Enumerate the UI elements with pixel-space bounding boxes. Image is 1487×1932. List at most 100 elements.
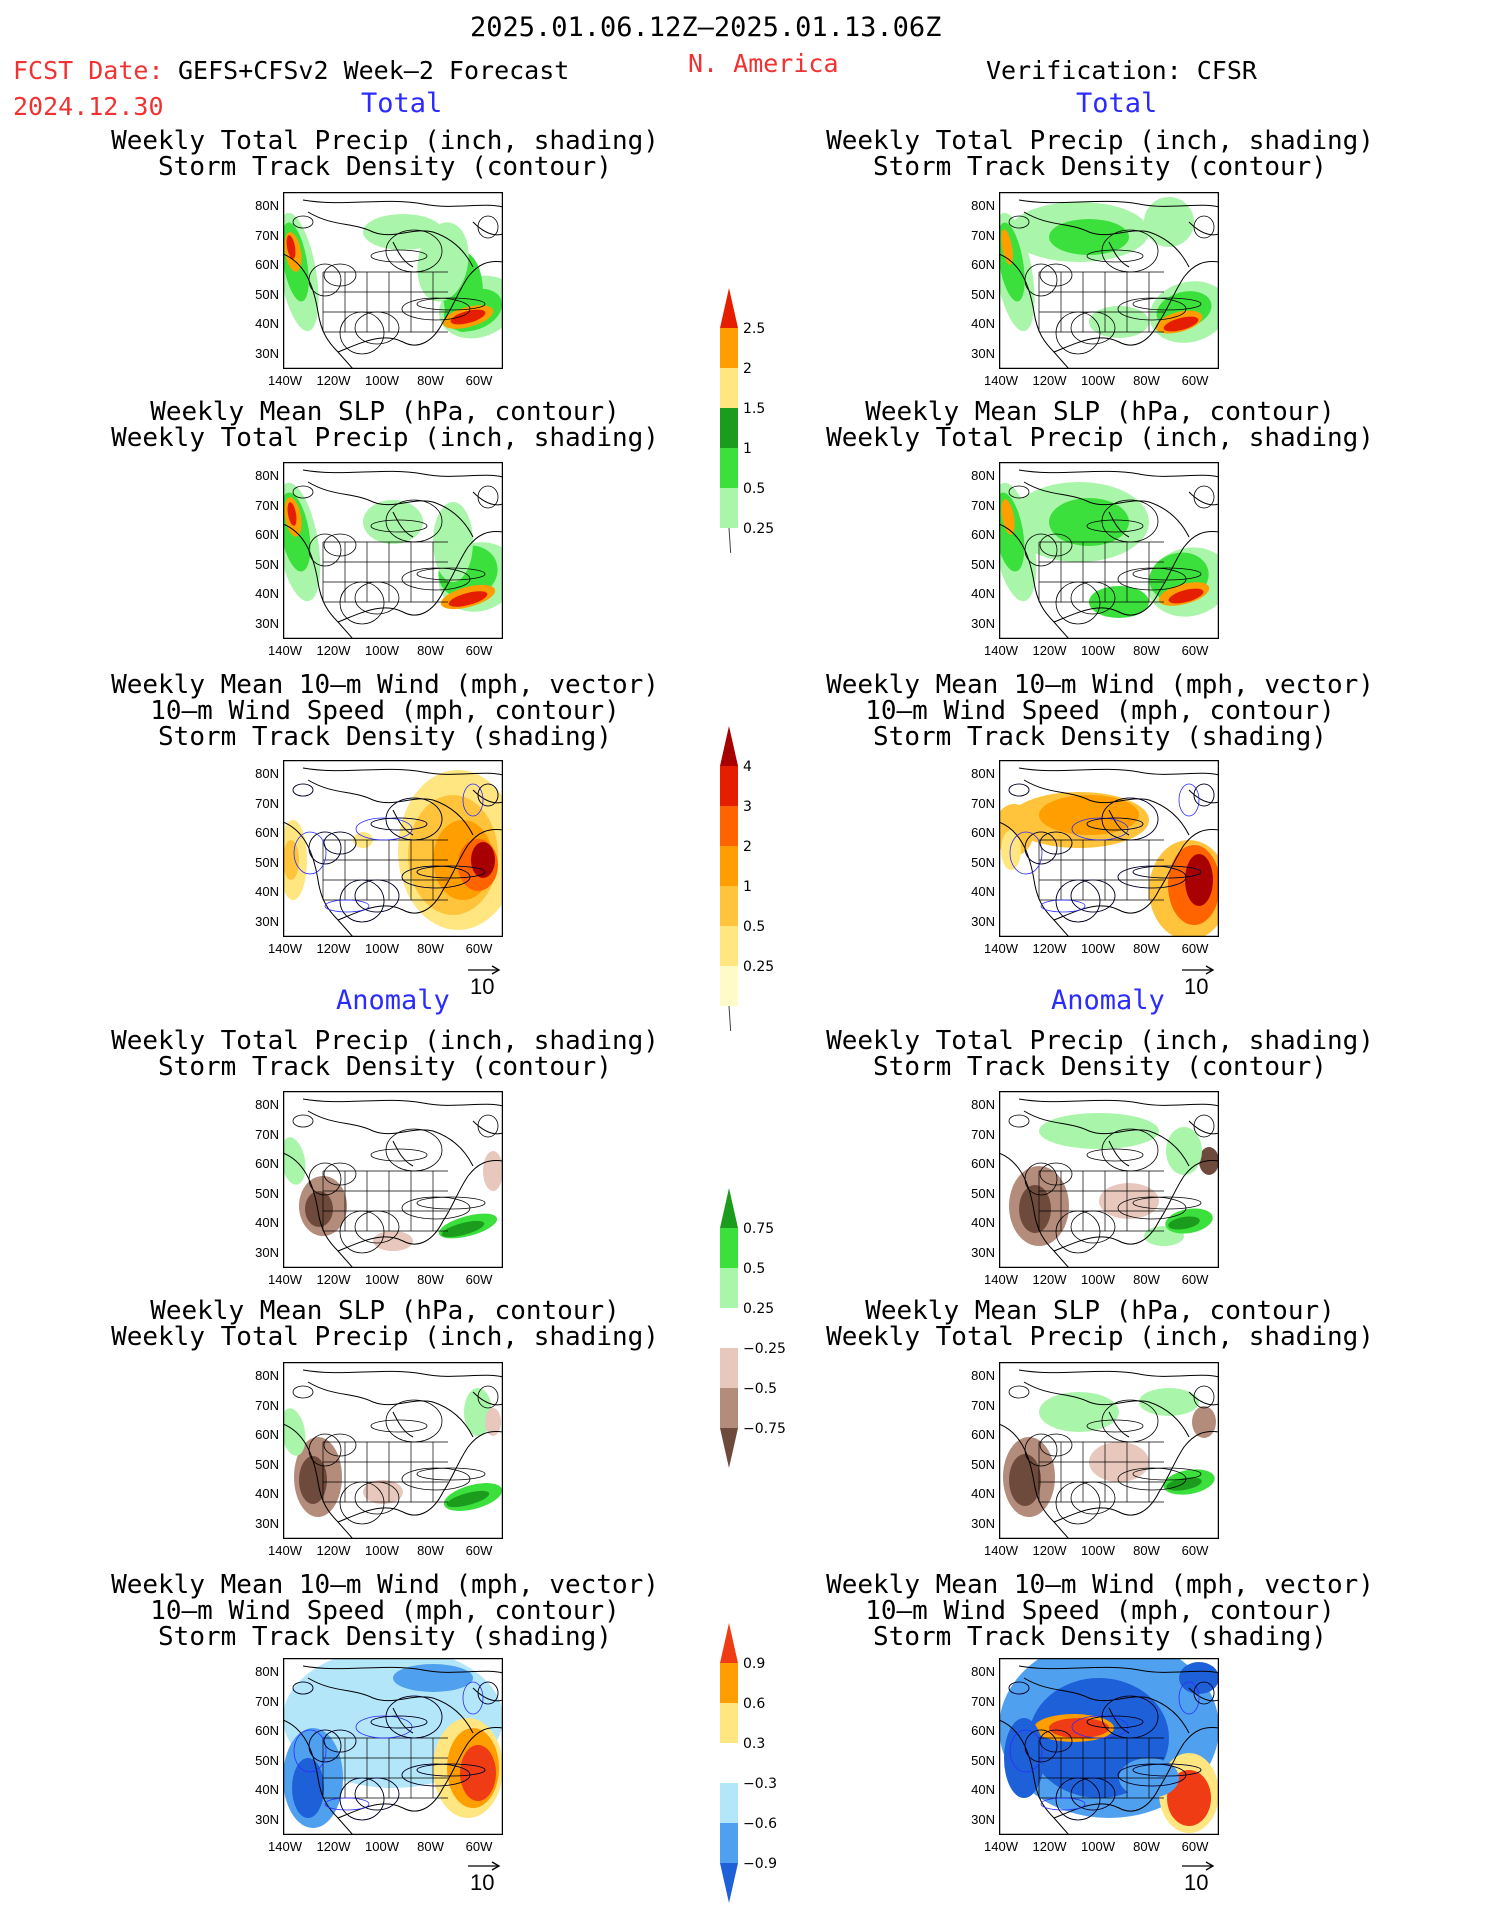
lon-tick-label: 60W	[1181, 643, 1209, 658]
lon-tick-label: 140W	[268, 373, 302, 388]
map-fc-anom-precip-storm: 80N 70N 60N 50N 40N 30N 140W 120W 100W 80W 60W	[255, 1091, 503, 1287]
title-fc-anom-wind-storm: Weekly Mean 10–m Wind (mph, vector) 10–m …	[111, 1570, 659, 1652]
lat-tick-label: 70N	[971, 1126, 995, 1142]
map-ob-precip-storm: 80N 70N 60N 50N 40N 30N 140W 120W 100W 80W 60W	[971, 192, 1219, 388]
colorbar-segment	[720, 408, 738, 448]
colorbar-segment	[720, 328, 738, 368]
right-total-label: Total	[1076, 88, 1158, 119]
colorbar-tick-label: 3	[743, 799, 752, 815]
lon-tick-label: 140W	[984, 1543, 1018, 1558]
fcst-date-label: FCST Date:	[13, 56, 164, 85]
lat-tick-label: 40N	[971, 586, 995, 601]
lon-tick-label: 80W	[1133, 643, 1160, 658]
colorbar-segment	[720, 1703, 738, 1743]
svg-text:10: 10	[470, 974, 494, 998]
lat-tick-label: 80N	[971, 198, 995, 213]
left-total-label: Total	[361, 88, 443, 119]
colorbar-tick-label: −0.6	[743, 1816, 777, 1832]
colorbar-tick-label: −0.5	[743, 1381, 777, 1397]
lat-tick-label: 60N	[255, 1723, 279, 1738]
lat-tick-label: 80N	[971, 766, 995, 781]
map-axis-labels: 80N 70N 60N 50N 40N 30N	[243, 760, 283, 937]
map-fc-anom-slp-precip: 80N 70N 60N 50N 40N 30N 140W 120W 100W 80W 60W	[255, 1362, 503, 1558]
lat-tick-label: 70N	[255, 795, 279, 811]
colorbar-storm-total: 4 3 2 1 0.5 0.25	[720, 706, 800, 1037]
title-ob-anom-slp-precip: Weekly Mean SLP (hPa, contour) Weekly Tot…	[826, 1296, 1374, 1352]
date-range-title: 2025.01.06.12Z–2025.01.13.06Z	[470, 12, 942, 43]
lat-tick-label: 80N	[255, 1097, 279, 1112]
lat-tick-label: 40N	[255, 1486, 279, 1501]
lat-tick-label: 50N	[255, 854, 279, 870]
lat-tick-label: 40N	[971, 1215, 995, 1230]
colorbar-tick-label: −0.75	[743, 1421, 786, 1437]
colorbar-tick-label: −0.9	[743, 1856, 777, 1872]
lon-tick-label: 140W	[268, 1543, 302, 1558]
colorbar-tick-label: 1	[743, 879, 752, 895]
title-ob-wind-storm: Weekly Mean 10–m Wind (mph, vector) 10–m …	[826, 670, 1374, 752]
lon-tick-label: 120W	[316, 373, 351, 388]
lat-tick-label: 70N	[971, 497, 995, 513]
map-axis-labels: 80N 70N 60N 50N 40N 30N	[959, 760, 999, 937]
colorbar-tick-label: 0.5	[743, 1261, 765, 1277]
lon-tick-label: 60W	[465, 1839, 493, 1854]
colorbar-segment	[720, 1783, 738, 1823]
lat-tick-label: 60N	[255, 257, 279, 272]
colorbar-tick-label: 0.25	[743, 521, 774, 537]
lat-tick-label: 40N	[255, 1215, 279, 1230]
colorbar-segment	[720, 726, 738, 766]
lon-tick-label: 100W	[365, 1543, 399, 1558]
left-anomaly-label: Anomaly	[336, 985, 450, 1016]
lon-tick-label: 140W	[268, 1272, 302, 1287]
lat-tick-label: 70N	[255, 1126, 279, 1142]
lat-tick-label: 30N	[971, 1515, 995, 1531]
lon-tick-label: 100W	[1081, 1543, 1115, 1558]
colorbar-segment	[720, 766, 738, 806]
lon-tick-label: 100W	[365, 373, 399, 388]
lon-tick-label: 60W	[465, 941, 493, 956]
lat-tick-label: 30N	[971, 615, 995, 631]
colorbar-storm-anom: 0.9 0.6 0.3 −0.3 −0.6 −0.9	[720, 1603, 800, 1932]
right-anomaly-label: Anomaly	[1051, 985, 1165, 1016]
lon-tick-label: 140W	[268, 643, 302, 658]
lat-tick-label: 70N	[255, 227, 279, 243]
svg-text:10: 10	[1184, 1870, 1208, 1894]
lon-tick-label: 120W	[316, 1272, 351, 1287]
lon-tick-label: 60W	[1181, 373, 1209, 388]
lat-tick-label: 70N	[255, 497, 279, 513]
lat-tick-label: 50N	[971, 1456, 995, 1472]
colorbar-tick-label: 1	[743, 441, 752, 457]
title-fc-slp-precip: Weekly Mean SLP (hPa, contour) Weekly Tot…	[111, 397, 659, 453]
lon-tick-label: 120W	[1032, 643, 1067, 658]
colorbar-tick-label: 2	[743, 839, 752, 855]
title-ob-precip-storm: Weekly Total Precip (inch, shading) Storm…	[826, 126, 1374, 182]
colorbar-segment	[720, 1348, 738, 1388]
colorbar-tick-label: 0.6	[743, 1696, 765, 1712]
lon-tick-label: 120W	[1032, 1543, 1067, 1558]
lon-tick-label: 140W	[984, 941, 1018, 956]
lat-tick-label: 60N	[255, 1156, 279, 1171]
lat-tick-label: 60N	[971, 1156, 995, 1171]
title-fc-anom-precip-storm: Weekly Total Precip (inch, shading) Storm…	[111, 1026, 659, 1082]
lon-tick-label: 100W	[1081, 643, 1115, 658]
colorbar-segment	[720, 1428, 738, 1468]
map-axis-labels: 80N 70N 60N 50N 40N 30N	[959, 462, 999, 639]
lon-tick-label: 80W	[1133, 373, 1160, 388]
vector-ref-ob-total: 10	[1180, 964, 1220, 999]
lon-tick-label: 60W	[465, 373, 493, 388]
colorbar-tick-label: 0.5	[743, 919, 765, 935]
colorbar-segment	[720, 1623, 738, 1663]
lat-tick-label: 60N	[971, 1427, 995, 1442]
lat-tick-label: 60N	[971, 1723, 995, 1738]
map-ob-wind-storm: 80N 70N 60N 50N 40N 30N 140W 120W 100W 80W 60W	[971, 760, 1219, 956]
lat-tick-label: 50N	[971, 854, 995, 870]
lon-tick-label: 80W	[417, 1839, 444, 1854]
lat-tick-label: 60N	[971, 825, 995, 840]
lat-tick-label: 60N	[255, 825, 279, 840]
region-label: N. America	[688, 49, 839, 78]
colorbar-tick-label: 0.5	[743, 481, 765, 497]
lat-tick-label: 30N	[255, 1515, 279, 1531]
lat-tick-label: 30N	[255, 1244, 279, 1260]
lat-tick-label: 60N	[255, 1427, 279, 1442]
colorbar-segment	[720, 966, 738, 1006]
colorbar-tick-label: −0.3	[743, 1776, 777, 1792]
